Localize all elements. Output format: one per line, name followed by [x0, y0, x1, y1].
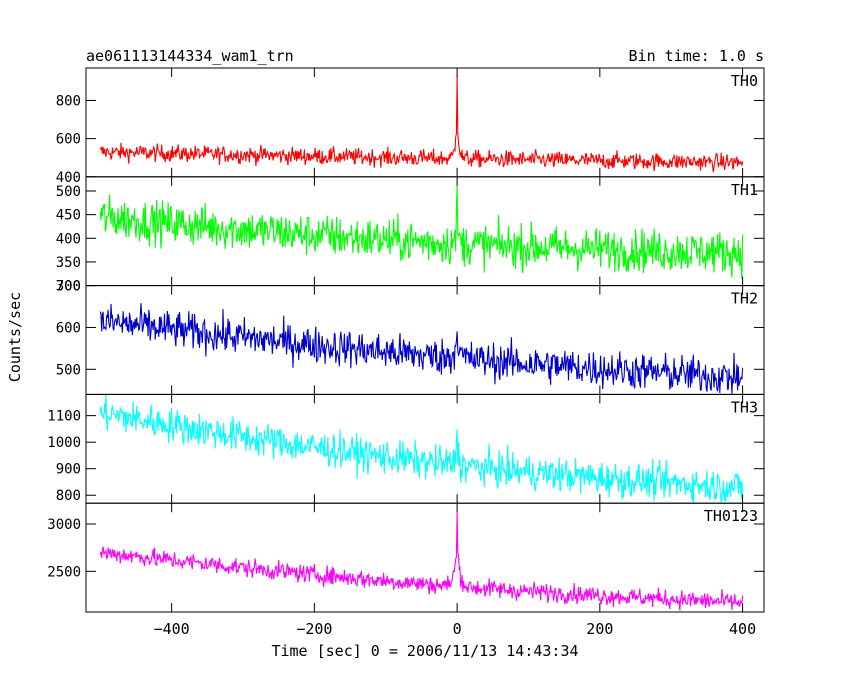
- y-tick-label: 800: [56, 488, 81, 504]
- y-tick-label: 600: [56, 320, 81, 336]
- panels: TH0 400 600 800 TH1 300 350 400 450 500 TH2 500 600 7…: [47, 67, 765, 638]
- y-tick-label: 700: [56, 279, 81, 295]
- y-tick-label: 400: [56, 231, 81, 247]
- y-axis-label: Counts/sec: [6, 292, 24, 382]
- y-tick-label: 300: [56, 279, 81, 295]
- y-tick-label: 1100: [47, 409, 81, 425]
- panel-label: TH1: [731, 181, 758, 199]
- x-tick-label: 200: [586, 620, 613, 638]
- panel-frame: [85, 393, 765, 504]
- panel-label: TH3: [731, 398, 758, 416]
- x-tick-label: 400: [729, 620, 756, 638]
- series-line-th1: [99, 184, 744, 279]
- x-axis-label: Time [sec] 0 = 2006/11/13 14:43:34: [271, 642, 578, 660]
- y-tick-label: 2500: [47, 564, 81, 580]
- chart-title: ae061113144334_wam1_trn: [86, 47, 294, 65]
- series-line-th3: [99, 394, 744, 504]
- y-tick-label: 400: [56, 170, 81, 186]
- x-tick-label: −400: [154, 620, 190, 638]
- y-tick-label: 500: [56, 362, 81, 378]
- series-line-th2: [99, 303, 744, 394]
- x-tick-label: 0: [453, 620, 462, 638]
- panel-label: TH2: [731, 290, 758, 308]
- panel-label: TH0: [731, 72, 758, 90]
- panel-frame: [85, 285, 765, 395]
- series-line-th0123: [99, 511, 744, 611]
- panel-label: TH0123: [704, 507, 758, 525]
- x-tick-label: −200: [296, 620, 332, 638]
- y-tick-label: 3000: [47, 517, 81, 533]
- y-tick-label: 350: [56, 255, 81, 271]
- panel-frame: [85, 502, 765, 613]
- panel-frame: [85, 176, 765, 287]
- y-tick-label: 450: [56, 208, 81, 224]
- y-tick-label: 1000: [47, 435, 81, 451]
- y-tick-label: 800: [56, 93, 81, 109]
- chart-subtitle: Bin time: 1.0 s: [629, 47, 764, 65]
- y-tick-label: 500: [56, 184, 81, 200]
- y-tick-label: 600: [56, 132, 81, 148]
- series-line-th0: [99, 75, 744, 173]
- y-tick-label: 900: [56, 462, 81, 478]
